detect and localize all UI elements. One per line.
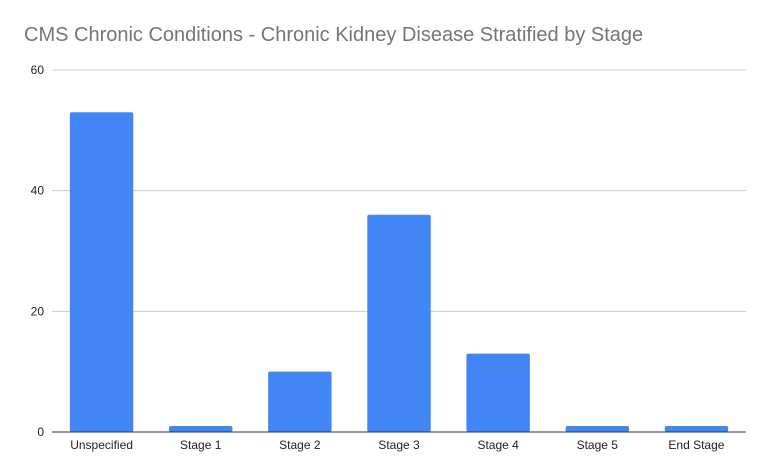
x-tick-label-stage-1: Stage 1: [180, 438, 222, 452]
bars: [69, 112, 729, 432]
bar-stage-4: [466, 353, 530, 432]
bar-end-stage: [664, 425, 729, 432]
y-tick-label-60: 60: [31, 63, 45, 77]
x-tick-label-stage-4: Stage 4: [477, 438, 519, 452]
x-axis-tick-labels: Unspecified Stage 1 Stage 2 Stage 3 Stage 4 S…: [70, 438, 725, 452]
y-axis-tick-labels: 0 20 40 60: [31, 63, 45, 439]
bar-stage-5: [565, 425, 630, 432]
y-tick-label-0: 0: [37, 425, 44, 439]
x-tick-label-stage-3: Stage 3: [378, 438, 420, 452]
x-tick-label-unspecified: Unspecified: [70, 438, 133, 452]
x-tick-label-stage-2: Stage 2: [279, 438, 321, 452]
y-tick-label-40: 40: [31, 184, 45, 198]
bar-stage-1: [168, 425, 233, 432]
x-tick-label-end-stage: End Stage: [668, 438, 724, 452]
chart-title: CMS Chronic Conditions - Chronic Kidney …: [24, 24, 644, 46]
bar-stage-2: [268, 371, 332, 432]
y-tick-label-20: 20: [31, 304, 45, 318]
bar-unspecified: [69, 112, 134, 432]
bar-stage-3: [367, 214, 431, 432]
x-tick-label-stage-5: Stage 5: [577, 438, 619, 452]
